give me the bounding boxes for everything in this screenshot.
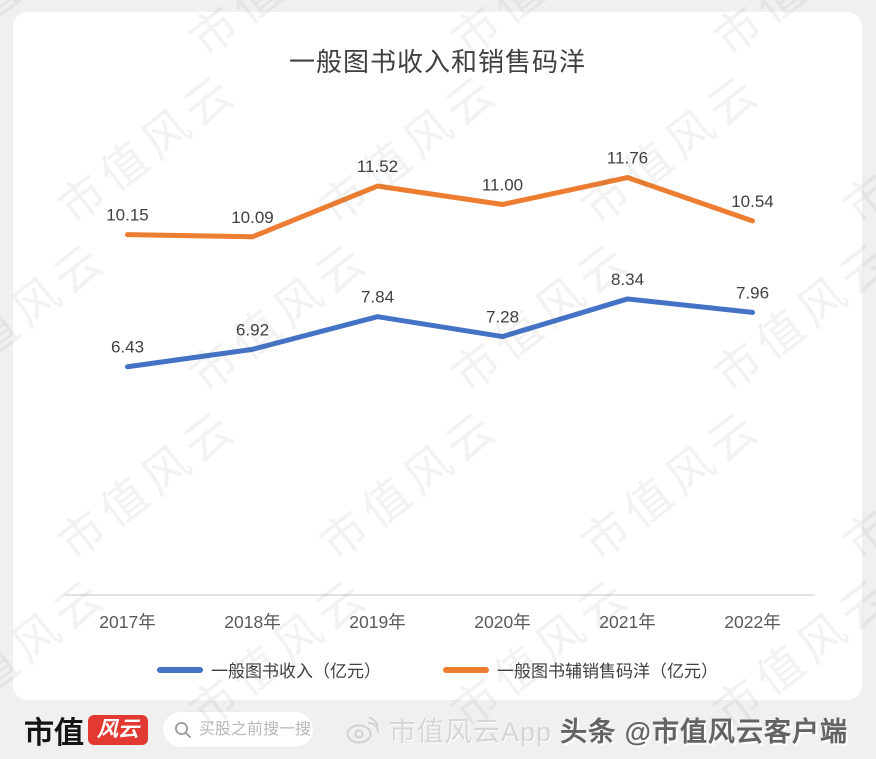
data-label: 11.00 <box>482 176 523 195</box>
search-bar[interactable] <box>162 711 314 748</box>
line-series-1 <box>125 175 755 240</box>
x-tick-label: 2021年 <box>599 612 655 632</box>
app-name: 市值风云App <box>389 717 553 747</box>
data-label: 7.28 <box>486 308 519 327</box>
data-label: 8.34 <box>611 270 644 289</box>
legend-item: 一般图书辅销售码洋（亿元） <box>443 657 718 682</box>
brand-badge: 风云 <box>88 714 148 745</box>
data-label: 11.52 <box>357 157 398 176</box>
social-handle: 头条 @市值风云客户端 <box>560 717 848 747</box>
x-tick-label: 2017年 <box>99 612 155 632</box>
data-label: 10.54 <box>731 192 774 211</box>
x-tick-label: 2022年 <box>724 612 780 632</box>
data-label: 11.76 <box>607 149 648 168</box>
data-label: 10.15 <box>106 206 149 225</box>
data-label: 10.09 <box>231 208 274 227</box>
legend-marker <box>157 666 203 673</box>
chart-legend: 一般图书收入（亿元） 一般图书辅销售码洋（亿元） <box>13 657 862 682</box>
chart-card: 一般图书收入和销售码洋 2017年 2018年 2019年 2020年 2021年 202… <box>13 12 862 700</box>
brand-text: 市值 <box>24 716 84 750</box>
footer-bar: 市值 风云 市值风云App 头条 @市值风云客户端 <box>0 700 876 759</box>
legend-marker <box>443 666 489 673</box>
data-label: 6.92 <box>236 320 269 339</box>
x-tick-label: 2020年 <box>474 612 530 632</box>
data-label: 6.43 <box>111 338 144 357</box>
legend-label: 一般图书收入（亿元） <box>211 662 381 681</box>
line-series-0 <box>125 296 755 370</box>
legend-label: 一般图书辅销售码洋（亿元） <box>497 662 718 681</box>
search-icon <box>175 721 191 738</box>
weibo-icon <box>346 716 379 743</box>
chart-title: 一般图书收入和销售码洋 <box>288 47 586 77</box>
brand-logo: 市值 风云 <box>24 708 148 752</box>
chart-canvas: 2017年 2018年 2019年 2020年 2021年 2022年 6.43 6.92 7.… <box>65 149 815 632</box>
x-tick-label: 2019年 <box>349 612 405 632</box>
search-input[interactable] <box>199 720 311 739</box>
app-promo: 市值风云App <box>345 700 552 759</box>
legend-item: 一般图书收入（亿元） <box>157 657 381 682</box>
data-label: 7.96 <box>736 283 769 302</box>
x-tick-label: 2018年 <box>224 612 280 632</box>
data-label: 7.84 <box>361 288 394 307</box>
